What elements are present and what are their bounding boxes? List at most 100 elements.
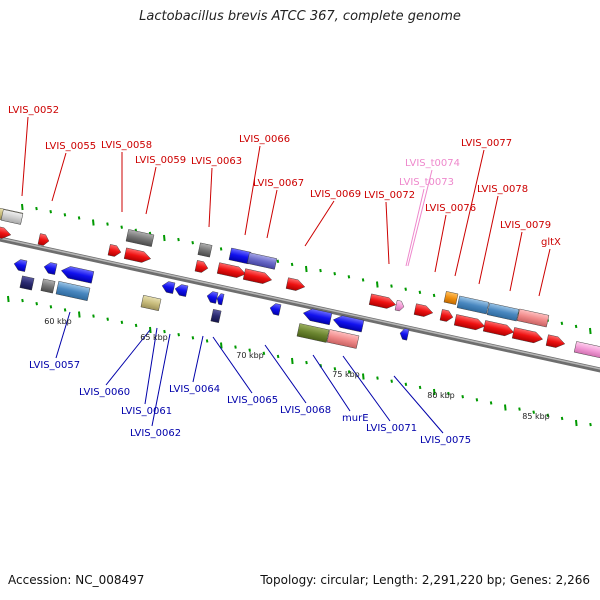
- leader-line: [55, 311, 71, 359]
- gene-feature[interactable]: [482, 320, 515, 337]
- gene-feature[interactable]: [216, 262, 247, 280]
- tick-mark: [560, 321, 564, 325]
- leader-line: [21, 116, 29, 197]
- gene-label-forward[interactable]: LVIS_0069: [310, 189, 361, 200]
- tick-mark: [475, 398, 479, 402]
- gene-feature[interactable]: [228, 247, 252, 265]
- gene-label-forward[interactable]: LVIS_0079: [500, 220, 551, 231]
- tick-mark: [361, 278, 365, 282]
- gene-label-reverse[interactable]: LVIS_0071: [366, 423, 417, 434]
- gene-feature[interactable]: [0, 209, 24, 225]
- gene-feature[interactable]: [413, 303, 434, 319]
- topology-label: Topology: circular; Length: 2,291,220 bp…: [260, 573, 590, 587]
- gene-label-reverse[interactable]: LVIS_0061: [121, 406, 172, 417]
- gene-feature[interactable]: [60, 265, 95, 284]
- tick-mark: [404, 382, 408, 386]
- tick-mark: [433, 388, 436, 396]
- gene-feature[interactable]: [125, 229, 155, 247]
- trna-label[interactable]: LVIS_t0073: [399, 177, 454, 188]
- gene-feature[interactable]: [302, 307, 333, 326]
- gene-feature[interactable]: [285, 277, 306, 293]
- gene-label-reverse[interactable]: LVIS_0068: [280, 405, 331, 416]
- gene-feature[interactable]: [0, 225, 12, 241]
- tick-mark: [574, 324, 578, 329]
- gene-label-forward[interactable]: LVIS_0078: [477, 184, 528, 195]
- tick-mark: [376, 376, 379, 380]
- leader-line: [244, 145, 261, 236]
- gene-features[interactable]: [0, 207, 600, 359]
- gene-feature[interactable]: [197, 242, 213, 258]
- gene-feature[interactable]: [19, 275, 35, 291]
- gene-label-forward[interactable]: LVIS_0076: [425, 203, 476, 214]
- gene-feature[interactable]: [269, 303, 282, 316]
- gene-feature[interactable]: [439, 309, 454, 322]
- gene-feature[interactable]: [216, 293, 225, 306]
- tick-mark: [120, 320, 124, 324]
- leader-line: [304, 200, 335, 247]
- tick-mark: [418, 385, 422, 390]
- gene-labels[interactable]: LVIS_0052 LVIS_0055 LVIS_0058 LVIS_0059 LVIS…: [8, 105, 561, 446]
- gene-label-forward[interactable]: LVIS_0066: [239, 134, 290, 145]
- gene-feature[interactable]: [486, 302, 520, 322]
- leader-line: [342, 355, 391, 422]
- gene-feature[interactable]: [443, 291, 459, 305]
- gene-feature[interactable]: [242, 268, 273, 286]
- gene-label-reverse[interactable]: LVIS_0075: [420, 435, 471, 446]
- tick-mark: [376, 281, 379, 288]
- gene-feature[interactable]: [326, 329, 360, 349]
- gene-label-reverse[interactable]: LVIS_0064: [169, 384, 220, 395]
- scale-label: 70 kbp: [236, 351, 264, 360]
- gene-feature[interactable]: [368, 293, 397, 310]
- gene-feature[interactable]: [107, 244, 122, 257]
- gene-feature[interactable]: [399, 328, 410, 341]
- gene-feature[interactable]: [511, 327, 544, 344]
- scale-label: 60 kbp: [44, 317, 72, 326]
- tick-mark: [63, 308, 67, 312]
- gene-feature[interactable]: [40, 278, 56, 294]
- gene-feature[interactable]: [37, 233, 50, 247]
- gene-label-forward[interactable]: LVIS_0058: [101, 140, 152, 151]
- leader-lines: [21, 116, 551, 434]
- gene-label-forward[interactable]: LVIS_0052: [8, 105, 59, 116]
- tick-mark: [532, 410, 535, 414]
- gene-feature[interactable]: [573, 341, 600, 359]
- gene-feature[interactable]: [206, 291, 219, 304]
- gene-label-forward[interactable]: LVIS_0077: [461, 138, 512, 149]
- gene-label-reverse[interactable]: LVIS_0057: [29, 360, 80, 371]
- gene-label-forward[interactable]: LVIS_0063: [191, 156, 242, 167]
- gene-feature[interactable]: [394, 300, 405, 312]
- gene-feature[interactable]: [194, 260, 209, 273]
- gene-feature[interactable]: [453, 314, 486, 331]
- trna-label[interactable]: LVIS_t0074: [405, 158, 460, 169]
- gene-feature[interactable]: [332, 314, 365, 333]
- gene-feature[interactable]: [123, 247, 152, 264]
- tick-mark: [276, 354, 280, 359]
- gene-feature[interactable]: [43, 261, 58, 275]
- gene-feature[interactable]: [13, 258, 28, 272]
- leader-line: [264, 344, 307, 404]
- gene-label-reverse[interactable]: LVIS_0060: [79, 387, 130, 398]
- gene-label-forward[interactable]: LVIS_0059: [135, 155, 186, 166]
- tick-mark: [504, 404, 507, 411]
- scale-label: 80 kbp: [427, 391, 455, 400]
- gene-label-forward[interactable]: LVIS_0067: [253, 178, 304, 189]
- gene-label-forward[interactable]: LVIS_0055: [45, 141, 96, 152]
- leader-line: [212, 336, 253, 394]
- gene-feature[interactable]: [210, 309, 222, 323]
- gene-feature[interactable]: [55, 281, 91, 301]
- gene-feature[interactable]: [161, 280, 176, 294]
- gene-feature[interactable]: [456, 295, 490, 315]
- tick-mark: [21, 203, 24, 211]
- gene-label-reverse[interactable]: LVIS_0065: [227, 395, 278, 406]
- gene-label-reverse[interactable]: murE: [342, 413, 369, 424]
- gene-label-forward[interactable]: gltX: [541, 237, 561, 248]
- gene-label-forward[interactable]: LVIS_0072: [364, 190, 415, 201]
- gene-label-reverse[interactable]: LVIS_0062: [130, 428, 181, 439]
- gene-feature[interactable]: [140, 294, 162, 312]
- gene-feature[interactable]: [516, 308, 550, 328]
- gene-feature[interactable]: [545, 334, 566, 350]
- gene-feature[interactable]: [174, 283, 189, 297]
- gene-feature[interactable]: [246, 252, 278, 270]
- gene-feature[interactable]: [296, 323, 330, 343]
